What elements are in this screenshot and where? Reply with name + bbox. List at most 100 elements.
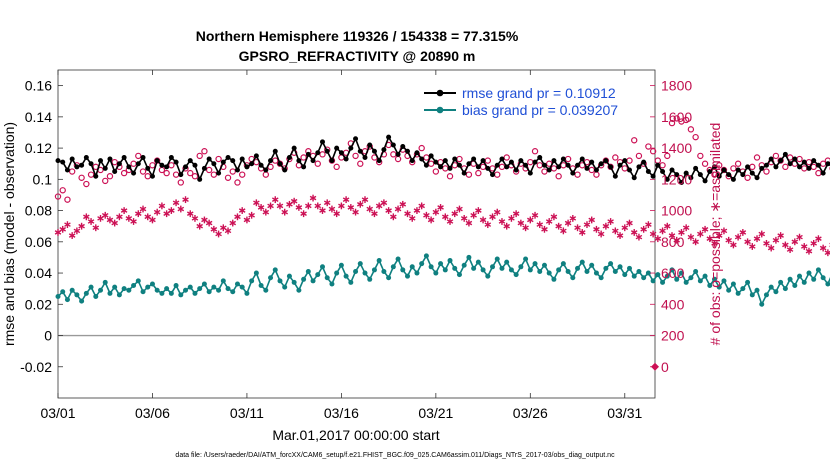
obs-possible-point — [106, 173, 114, 180]
x-axis-label: Mar.01,2017 00:00:00 start — [272, 427, 439, 443]
obs-assimilated-stroke — [475, 208, 482, 213]
bias-point — [69, 287, 75, 293]
obs-assimilated-stroke — [739, 230, 747, 235]
x-tick-label: 03/21 — [418, 405, 453, 421]
rmse-point — [797, 164, 803, 170]
bias-point — [405, 273, 411, 279]
bias-point — [693, 268, 699, 274]
rmse-point — [405, 148, 411, 154]
bias-point — [371, 267, 377, 273]
obs-assimilated-stroke — [276, 203, 284, 209]
bias-point — [343, 273, 349, 279]
rmse-point — [466, 161, 472, 167]
right-y-tick-label: 400 — [661, 296, 685, 312]
left-y-axis: 0.16 0.14 0.12 0.1 0.08 0.06 0.04 0.02 0 -0.02 — [20, 78, 63, 375]
obs-assimilated-stroke — [493, 209, 501, 215]
obs-assimilated-point — [767, 244, 775, 252]
rmse-point — [612, 173, 618, 179]
x-tick-label: 03/06 — [135, 405, 170, 421]
obs-assimilated-point — [347, 204, 355, 211]
rmse-point — [707, 169, 713, 175]
obs-assimilated-stroke — [597, 231, 605, 237]
bias-point — [442, 267, 448, 273]
obs-assimilated-point — [205, 219, 213, 227]
rmse-point — [216, 170, 222, 176]
rmse-point — [608, 164, 614, 170]
obs-assimilated-stroke — [399, 202, 407, 207]
obs-assimilated-point — [805, 247, 813, 255]
rmse-point — [603, 158, 609, 164]
obs-assimilated-point — [654, 235, 662, 243]
obs-possible-point — [815, 169, 822, 177]
obs-assimilated-stroke — [224, 228, 232, 234]
obs-assimilated-stroke — [352, 209, 359, 215]
bias-point — [433, 270, 439, 276]
bias-point — [456, 272, 462, 278]
obs-assimilated-point — [663, 222, 671, 230]
bias-point — [815, 267, 821, 273]
rmse-point — [745, 164, 751, 170]
chart-subtitle: GPSRO_REFRACTIVITY @ 20890 m — [239, 48, 476, 64]
bias-point — [513, 272, 519, 278]
rmse-point — [305, 151, 311, 157]
obs-assimilated-stroke — [503, 223, 510, 229]
bias-point — [98, 287, 104, 293]
bias-point — [409, 264, 415, 270]
obs-assimilated-point — [489, 213, 496, 221]
bias-point — [419, 261, 425, 267]
bias-point — [168, 290, 174, 296]
obs-assimilated-stroke — [635, 234, 643, 240]
obs-assimilated-stroke — [130, 219, 137, 224]
obs-assimilated-point — [380, 199, 388, 207]
rmse-point — [617, 162, 623, 168]
obs-assimilated-stroke — [706, 236, 714, 241]
obs-possible-point — [687, 126, 695, 133]
obs-assimilated-point — [560, 227, 567, 235]
obs-assimilated-point — [290, 197, 298, 205]
bias-point — [801, 279, 807, 285]
obs-possible-point — [720, 166, 728, 174]
bias-series-layer — [55, 253, 830, 307]
bias-point — [131, 283, 137, 289]
obs-assimilated-point — [522, 224, 529, 232]
legend-rmse-label: rmse grand pr = 0.10912 — [462, 85, 616, 101]
obs-assimilated-point — [451, 210, 459, 218]
obs-possible-point — [668, 119, 676, 127]
obs-assimilated-point — [111, 219, 118, 227]
rmse-point — [456, 162, 462, 168]
bias-point — [296, 287, 302, 293]
rmse-point — [782, 151, 788, 157]
bias-point — [305, 268, 311, 274]
rmse-point — [579, 156, 585, 162]
bias-point — [140, 289, 146, 295]
left-y-tick-label: 0.04 — [25, 265, 52, 281]
obs-possible-point — [446, 173, 454, 180]
bias-point — [546, 270, 552, 276]
rmse-point — [504, 164, 510, 170]
rmse-point — [343, 156, 349, 162]
obs-assimilated-point — [772, 236, 780, 244]
obs-assimilated-stroke — [772, 237, 780, 243]
obs-assimilated-point — [645, 221, 652, 229]
obs-assimilated-stroke — [253, 200, 260, 206]
legend: rmse grand pr = 0.10912 bias grand pr = … — [424, 85, 618, 118]
bias-point — [301, 276, 307, 282]
obs-assimilated-point — [758, 230, 766, 238]
obs-assimilated-stroke — [182, 197, 189, 202]
bias-point — [707, 283, 713, 289]
obs-assimilated-point — [423, 211, 430, 219]
obs-assimilated-point — [186, 210, 194, 218]
obs-assimilated-stroke — [356, 202, 364, 207]
obs-assimilated-point — [333, 210, 340, 218]
rmse-point — [381, 147, 387, 153]
obs-assimilated-point — [182, 196, 189, 204]
bias-point — [565, 268, 571, 274]
obs-assimilated-stroke — [517, 220, 525, 226]
bias-point — [811, 276, 817, 282]
bias-point — [234, 281, 240, 287]
obs-assimilated-stroke — [640, 227, 647, 232]
obs-assimilated-stroke — [375, 203, 383, 209]
bias-point — [608, 261, 614, 267]
obs-assimilated-stroke — [498, 219, 506, 224]
bias-point — [362, 270, 368, 276]
